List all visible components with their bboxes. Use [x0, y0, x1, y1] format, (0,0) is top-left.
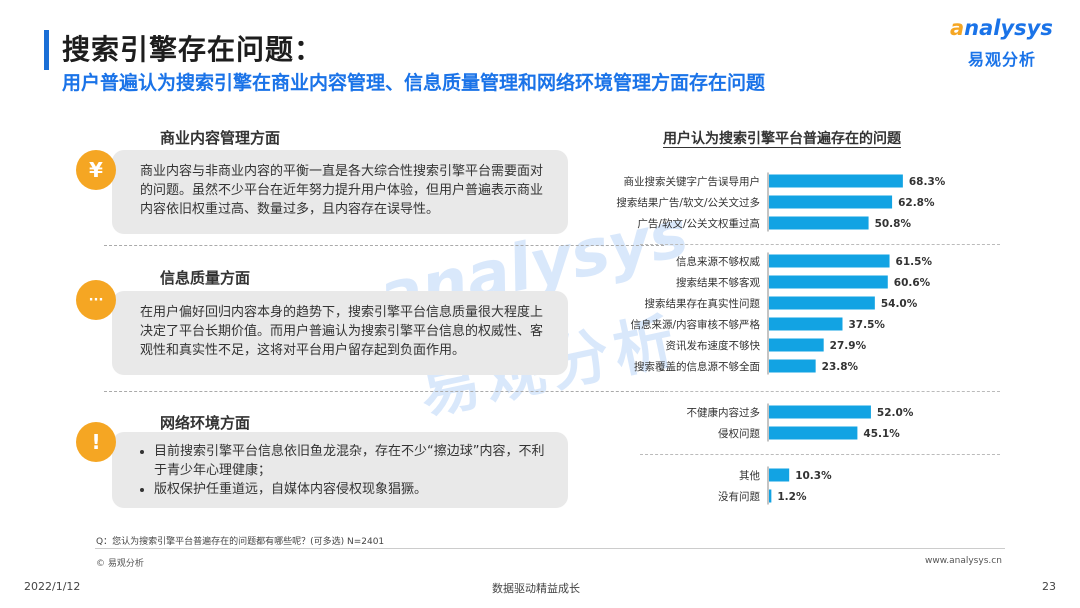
- section-box-commercial: 商业内容与非商业内容的平衡一直是各大综合性搜索引擎平台需要面对的问题。虽然不少平…: [112, 150, 568, 234]
- section-divider: [104, 391, 664, 392]
- category-label: 信息来源/内容审核不够严格: [630, 318, 760, 331]
- chart-group-divider: [640, 454, 1000, 455]
- data-label: 62.8%: [898, 197, 935, 209]
- data-label: 27.9%: [830, 340, 867, 352]
- copyright: © 易观分析: [96, 559, 144, 569]
- bar: [769, 195, 893, 209]
- category-label: 不健康内容过多: [687, 406, 761, 419]
- section-title-environment: 网络环境方面: [160, 414, 251, 432]
- page-number: 23: [1042, 580, 1056, 593]
- category-label: 搜索覆盖的信息源不够全面: [634, 360, 760, 373]
- bar: [769, 468, 790, 482]
- bar-chart: 商业搜索关键字广告误导用户 68.3% 搜索结果广告/软文/公关文过多 62.8% 广告…: [616, 172, 946, 505]
- section-text-quality: 在用户偏好回归内容本身的趋势下，搜索引擎平台信息质量很大程度上决定了平台长期价值…: [140, 305, 544, 358]
- slogan: 数据驱动精益成长: [492, 582, 580, 595]
- bar: [769, 216, 869, 230]
- bar: [769, 174, 903, 188]
- page-subtitle: 用户普遍认为搜索引擎在商业内容管理、信息质量管理和网络环境管理方面存在问题: [62, 72, 766, 94]
- category-label: 侵权问题: [718, 427, 760, 440]
- data-label: 37.5%: [849, 319, 886, 331]
- footer-divider: [95, 548, 1005, 549]
- list-item: 目前搜索引擎平台信息依旧鱼龙混杂，存在不少“擦边球”内容，不利于青少年心理健康；: [154, 442, 548, 480]
- yen-icon: ¥: [76, 150, 116, 190]
- category-label: 其他: [739, 469, 760, 482]
- data-label: 68.3%: [909, 176, 946, 188]
- data-label: 50.8%: [875, 218, 912, 230]
- category-label: 搜索结果广告/软文/公关文过多: [616, 196, 760, 209]
- data-label: 60.6%: [894, 277, 931, 289]
- logo-word-mark: analysys: [950, 16, 1053, 40]
- data-label: 45.1%: [863, 428, 900, 440]
- category-label: 资讯发布速度不够快: [666, 339, 761, 352]
- category-label: 搜索结果存在真实性问题: [645, 297, 761, 310]
- section-divider: [104, 245, 664, 246]
- survey-question: Q：您认为搜索引擎平台普遍存在的问题都有哪些呢？(可多选) N=2401: [96, 537, 385, 547]
- category-label: 广告/软文/公关文权重过高: [637, 217, 760, 230]
- website-url: www.analysys.cn: [925, 556, 1002, 566]
- category-label: 信息来源不够权威: [676, 255, 760, 268]
- bar: [769, 426, 858, 440]
- bar: [769, 489, 772, 503]
- data-label: 61.5%: [896, 256, 933, 268]
- title-accent-bar: [44, 30, 49, 70]
- category-label: 商业搜索关键字广告误导用户: [624, 175, 761, 188]
- section-box-quality: 在用户偏好回归内容本身的趋势下，搜索引擎平台信息质量很大程度上决定了平台长期价值…: [112, 291, 568, 375]
- section-box-environment: 目前搜索引擎平台信息依旧鱼龙混杂，存在不少“擦边球”内容，不利于青少年心理健康；…: [112, 432, 568, 508]
- analysys-logo: analysys 易观分析: [940, 14, 1060, 72]
- bar: [769, 359, 816, 373]
- bar: [769, 317, 843, 331]
- bar: [769, 296, 875, 310]
- bar: [769, 275, 888, 289]
- section-bullets-environment: 目前搜索引擎平台信息依旧鱼龙混杂，存在不少“擦边球”内容，不利于青少年心理健康；…: [140, 442, 548, 499]
- report-date: 2022/1/12: [24, 580, 81, 593]
- data-label: 54.0%: [881, 298, 918, 310]
- chart-title: 用户认为搜索引擎平台普遍存在的问题: [663, 131, 901, 147]
- exclamation-icon: !: [76, 422, 116, 462]
- data-label: 1.2%: [777, 491, 807, 503]
- data-label: 10.3%: [795, 470, 832, 482]
- logo-chinese: 易观分析: [968, 50, 1037, 69]
- section-text-commercial: 商业内容与非商业内容的平衡一直是各大综合性搜索引擎平台需要面对的问题。虽然不少平…: [140, 164, 544, 217]
- page-title: 搜索引擎存在问题：: [62, 33, 324, 66]
- bar: [769, 254, 890, 268]
- bar: [769, 338, 824, 352]
- category-label: 没有问题: [718, 490, 760, 503]
- category-label: 搜索结果不够客观: [676, 276, 760, 289]
- chat-bubble-icon: ···: [76, 280, 116, 320]
- bar: [769, 405, 871, 419]
- section-title-commercial: 商业内容管理方面: [160, 129, 281, 147]
- data-label: 23.8%: [822, 361, 859, 373]
- chart-group-divider: [640, 244, 1000, 245]
- chart-group-divider: [640, 391, 1000, 392]
- data-label: 52.0%: [877, 407, 914, 419]
- list-item: 版权保护任重道远，自媒体内容侵权现象猖獗。: [154, 480, 548, 499]
- section-title-quality: 信息质量方面: [160, 269, 251, 287]
